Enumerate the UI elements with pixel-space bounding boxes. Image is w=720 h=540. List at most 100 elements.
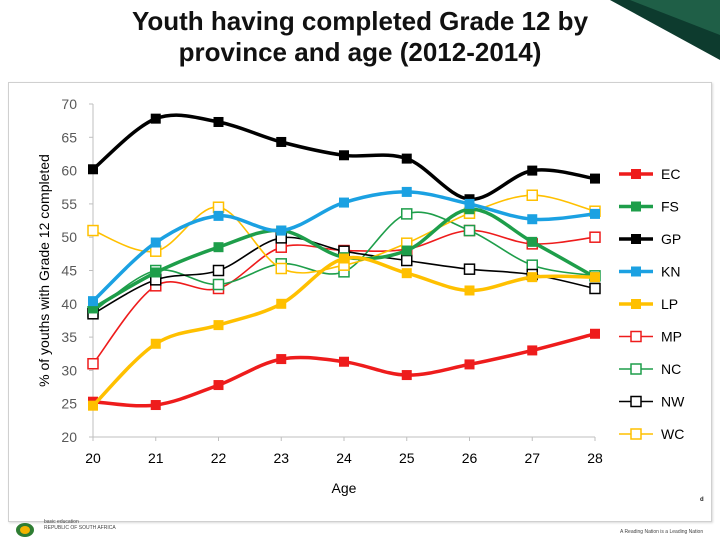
footer-slogan: A Reading Nation is a Leading Nation bbox=[620, 529, 704, 535]
data-point-kn-23 bbox=[276, 225, 287, 236]
legend-label-nc: NC bbox=[661, 361, 681, 377]
legend-marker-nc bbox=[630, 363, 642, 375]
data-point-nc-22 bbox=[212, 278, 225, 291]
legend-marker-wc bbox=[630, 428, 642, 440]
x-tick-label: 26 bbox=[462, 450, 478, 466]
legend-item-nw: NW bbox=[619, 394, 685, 410]
legend-marker-mp bbox=[630, 330, 642, 343]
y-tick-label: 45 bbox=[61, 263, 77, 279]
data-point-gp-22 bbox=[213, 116, 224, 127]
data-point-lp-28 bbox=[590, 272, 600, 283]
series-gp bbox=[88, 113, 600, 205]
coat-of-arms-emblem bbox=[16, 523, 34, 537]
x-axis-label: Age bbox=[332, 480, 357, 496]
data-point-lp-23 bbox=[276, 298, 287, 309]
footer-department-text: basic education REPUBLIC OF SOUTH AFRICA bbox=[44, 519, 116, 531]
decorative-corner-graphic bbox=[610, 0, 720, 60]
data-point-ec-21 bbox=[150, 400, 161, 411]
y-tick-label: 70 bbox=[61, 96, 77, 112]
x-tick-label: 20 bbox=[85, 450, 101, 466]
y-tick-label: 55 bbox=[61, 196, 77, 212]
legend-label-kn: KN bbox=[661, 264, 680, 280]
legend-label-nw: NW bbox=[661, 394, 685, 410]
data-point-fs-25 bbox=[401, 245, 412, 256]
footer-department-line-2: REPUBLIC OF SOUTH AFRICA bbox=[44, 525, 116, 531]
data-point-wc-22 bbox=[212, 201, 225, 213]
data-point-lp-24 bbox=[339, 253, 349, 264]
data-point-gp-28 bbox=[590, 173, 600, 184]
data-point-lp-26 bbox=[464, 285, 475, 296]
data-point-fs-27 bbox=[527, 236, 538, 247]
x-tick-label: 28 bbox=[587, 450, 603, 466]
data-point-ec-26 bbox=[464, 359, 475, 370]
y-tick-label: 20 bbox=[61, 429, 77, 445]
series-line-lp bbox=[91, 255, 596, 407]
y-axis-label: % of youths with Grade 12 completed bbox=[36, 154, 52, 387]
x-tick-label: 25 bbox=[399, 450, 415, 466]
legend-marker-gp bbox=[631, 234, 641, 244]
data-point-wc-23 bbox=[275, 262, 287, 275]
data-point-lp-27 bbox=[527, 272, 538, 283]
data-point-gp-23 bbox=[276, 136, 287, 147]
data-point-ec-28 bbox=[590, 328, 600, 339]
data-point-fs-21 bbox=[150, 267, 161, 278]
y-tick-label: 65 bbox=[61, 129, 77, 145]
legend-item-ec: EC bbox=[619, 166, 680, 182]
data-point-kn-20 bbox=[88, 296, 98, 307]
legend-item-kn: KN bbox=[619, 264, 680, 280]
legend-label-wc: WC bbox=[661, 426, 684, 442]
y-tick-label: 40 bbox=[61, 296, 77, 312]
y-tick-label: 60 bbox=[61, 163, 77, 179]
data-point-ec-27 bbox=[527, 345, 538, 356]
x-tick-label: 22 bbox=[211, 450, 227, 466]
legend-label-gp: GP bbox=[661, 231, 681, 247]
data-point-kn-24 bbox=[339, 197, 349, 208]
legend-item-nc: NC bbox=[619, 361, 681, 377]
line-chart: 20 25 30 35 40 45 50 55 60 65 70 20 21 22 23 24 25 26 27 28… bbox=[36, 96, 685, 496]
data-point-kn-25 bbox=[401, 186, 412, 197]
legend-item-wc: WC bbox=[619, 426, 684, 442]
x-tick-label: 23 bbox=[273, 450, 289, 466]
data-point-ec-24 bbox=[339, 356, 349, 367]
data-point-nw-26 bbox=[463, 263, 476, 275]
data-point-kn-27 bbox=[527, 214, 538, 225]
data-point-ec-25 bbox=[401, 370, 412, 381]
data-point-wc-20 bbox=[87, 224, 99, 237]
data-point-mp-23 bbox=[275, 241, 287, 253]
data-point-lp-20 bbox=[88, 400, 98, 411]
slide-title-line-1: Youth having completed Grade 12 by bbox=[131, 6, 589, 36]
slide-title: Youth having completed Grade 12 by provi… bbox=[40, 6, 680, 68]
data-point-nw-28 bbox=[589, 282, 601, 295]
data-point-kn-22 bbox=[213, 210, 224, 221]
legend-label-fs: FS bbox=[661, 199, 679, 215]
legend-item-lp: LP bbox=[619, 296, 678, 312]
data-point-fs-26 bbox=[464, 204, 475, 215]
data-point-nc-26 bbox=[463, 224, 476, 237]
legend-marker-lp bbox=[631, 299, 641, 309]
data-point-mp-20 bbox=[87, 357, 99, 370]
data-point-lp-22 bbox=[213, 320, 224, 331]
data-point-nw-22 bbox=[212, 264, 225, 277]
footer-logo-fragment: d bbox=[700, 497, 704, 503]
legend-item-fs: FS bbox=[619, 199, 679, 215]
y-tick-label: 25 bbox=[61, 396, 77, 412]
legend-item-gp: GP bbox=[619, 231, 681, 247]
data-point-ec-23 bbox=[276, 354, 287, 365]
data-point-kn-21 bbox=[150, 237, 161, 248]
data-point-kn-28 bbox=[590, 208, 600, 219]
data-point-fs-22 bbox=[213, 242, 224, 253]
legend-marker-nw bbox=[630, 395, 642, 408]
data-point-wc-27 bbox=[526, 189, 538, 201]
data-point-gp-24 bbox=[339, 150, 349, 161]
series-ec bbox=[88, 328, 600, 411]
data-point-gp-25 bbox=[401, 153, 412, 164]
data-point-nc-25 bbox=[401, 208, 413, 220]
x-tick-label: 21 bbox=[148, 450, 164, 466]
data-point-mp-28 bbox=[589, 231, 601, 243]
legend-marker-ec bbox=[631, 169, 641, 179]
legend-marker-kn bbox=[631, 266, 641, 277]
data-point-ec-22 bbox=[213, 380, 224, 391]
chart-container: 20 25 30 35 40 45 50 55 60 65 70 20 21 22 23 24 25 26 27 28… bbox=[8, 82, 712, 522]
legend-label-lp: LP bbox=[661, 296, 678, 312]
y-tick-label: 35 bbox=[61, 329, 77, 345]
